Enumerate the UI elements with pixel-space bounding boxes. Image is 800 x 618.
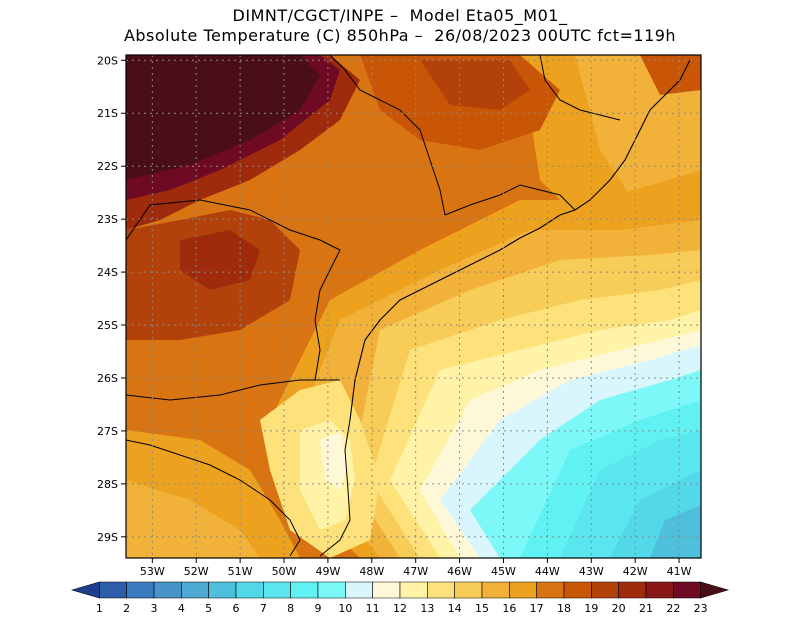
lon-label: 45W xyxy=(491,565,516,578)
map-borders xyxy=(126,55,691,557)
colorbar-label: 22 xyxy=(666,602,680,615)
colorbar-label: 19 xyxy=(584,602,598,615)
longitude-axis: 53W 52W 51W 50W 49W 48W 47W 46W 45W 44W 43W 42W 41W xyxy=(140,558,692,578)
colorbar: 1 2 3 4 5 6 7 8 9 10 11 12 13 14 15 16 17 18 19 20 21 22 23 xyxy=(70,581,730,615)
lon-label: 42W xyxy=(623,565,648,578)
lon-label: 47W xyxy=(403,565,428,578)
colorbar-segment xyxy=(70,581,100,599)
lat-label: 22S xyxy=(97,160,118,173)
colorbar-segment xyxy=(509,581,537,599)
colorbar-segment xyxy=(536,581,565,599)
lon-label: 41W xyxy=(667,565,692,578)
lat-label: 20S xyxy=(97,54,118,67)
colorbar-segment xyxy=(181,581,209,599)
colorbar-label: 17 xyxy=(530,602,544,615)
colorbar-segment xyxy=(591,581,619,599)
colorbar-label: 18 xyxy=(557,602,571,615)
lat-label: 24S xyxy=(97,266,118,279)
latitude-axis: 20S 21S 22S 23S 24S 25S 26S 27S 28S 29S xyxy=(97,54,126,544)
colorbar-segment xyxy=(645,581,674,599)
colorbar-label: 7 xyxy=(260,602,267,615)
colorbar-segment xyxy=(99,581,127,599)
colorbar-label: 13 xyxy=(420,602,434,615)
lon-label: 46W xyxy=(447,565,472,578)
colorbar-segment xyxy=(235,581,264,599)
lon-label: 44W xyxy=(535,565,560,578)
colorbar-label: 5 xyxy=(205,602,212,615)
colorbar-segment xyxy=(153,581,182,599)
lat-label: 25S xyxy=(97,319,118,332)
lon-label: 53W xyxy=(140,565,165,578)
colorbar-segment xyxy=(345,581,373,599)
lon-label: 48W xyxy=(359,565,384,578)
lon-label: 49W xyxy=(315,565,340,578)
colorbar-segment xyxy=(700,581,730,599)
lat-label: 26S xyxy=(97,372,118,385)
colorbar-segment xyxy=(126,581,155,599)
lat-label: 21S xyxy=(97,107,118,120)
lon-label: 43W xyxy=(579,565,604,578)
lat-label: 27S xyxy=(97,425,118,438)
colorbar-label: 12 xyxy=(393,602,407,615)
colorbar-label: 21 xyxy=(639,602,653,615)
lon-label: 52W xyxy=(184,565,209,578)
colorbar-segment xyxy=(208,581,237,599)
colorbar-label: 9 xyxy=(315,602,322,615)
colorbar-label: 6 xyxy=(233,602,240,615)
title-line-2: Absolute Temperature (C) 850hPa – 26/08/… xyxy=(123,26,677,45)
colorbar-label: 10 xyxy=(338,602,352,615)
colorbar-label: 3 xyxy=(151,602,158,615)
plot-frame xyxy=(125,54,702,559)
lon-label: 51W xyxy=(228,565,253,578)
colorbar-segment xyxy=(263,581,291,599)
colorbar-segment xyxy=(372,581,401,599)
temperature-field xyxy=(126,55,701,558)
lon-label: 50W xyxy=(272,565,297,578)
colorbar-segment xyxy=(481,581,510,599)
colorbar-label: 4 xyxy=(178,602,185,615)
colorbar-segment xyxy=(317,581,346,599)
colorbar-segment xyxy=(618,581,647,599)
colorbar-segment xyxy=(399,581,428,599)
title-line-1: DIMNT/CGCT/INPE – Model Eta05_M01_ xyxy=(232,6,568,25)
colorbar-label: 16 xyxy=(502,602,516,615)
colorbar-segment xyxy=(454,581,483,599)
colorbar-label: 11 xyxy=(366,602,380,615)
colorbar-label: 1 xyxy=(96,602,103,615)
colorbar-label: 8 xyxy=(287,602,294,615)
lat-label: 23S xyxy=(97,213,118,226)
colorbar-label: 15 xyxy=(475,602,489,615)
colorbar-label: 14 xyxy=(448,602,462,615)
colorbar-label: 23 xyxy=(694,602,708,615)
colorbar-segment xyxy=(673,581,701,599)
colorbar-segment xyxy=(290,581,319,599)
colorbar-label: 2 xyxy=(123,602,130,615)
colorbar-segment xyxy=(427,581,455,599)
lat-label: 28S xyxy=(97,478,118,491)
lat-label: 29S xyxy=(97,531,118,544)
colorbar-label: 20 xyxy=(612,602,626,615)
colorbar-segment xyxy=(563,581,592,599)
